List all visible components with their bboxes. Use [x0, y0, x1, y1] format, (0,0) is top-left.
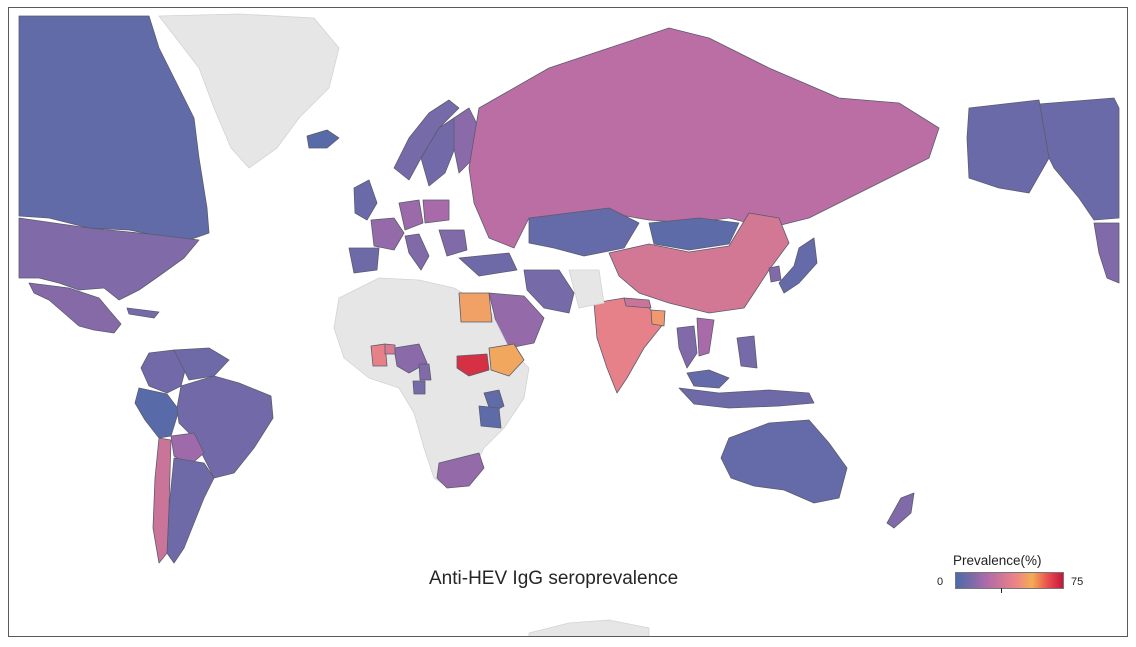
legend-max-label: 75	[1071, 576, 1084, 588]
region-bolivia[interactable]	[170, 432, 205, 467]
region-thailand[interactable]	[676, 325, 698, 369]
region-mongolia[interactable]	[648, 217, 740, 251]
region-argentina[interactable]	[166, 457, 215, 564]
region-spain[interactable]	[348, 247, 380, 274]
region-alaska-west[interactable]	[966, 99, 1050, 194]
region-indonesia[interactable]	[678, 387, 815, 409]
region-russia[interactable]	[468, 27, 940, 249]
legend-title: Prevalence(%)	[953, 553, 1042, 568]
region-greenland	[158, 13, 340, 169]
legend-tick	[1001, 588, 1002, 593]
region-gabon[interactable]	[412, 380, 426, 395]
region-south-korea[interactable]	[768, 265, 782, 283]
region-poland[interactable]	[422, 199, 450, 224]
region-tanzania[interactable]	[478, 405, 502, 429]
region-iceland[interactable]	[306, 129, 340, 149]
region-norway[interactable]	[393, 99, 460, 181]
region-bangladesh[interactable]	[650, 309, 666, 327]
region-germany[interactable]	[398, 199, 424, 231]
region-malaysia[interactable]	[686, 369, 730, 389]
region-south-africa[interactable]	[436, 452, 485, 489]
legend-color-bar	[955, 572, 1064, 589]
region-canada[interactable]	[18, 15, 210, 241]
region-nepal[interactable]	[623, 297, 652, 309]
region-burkina-faso[interactable]	[384, 343, 396, 355]
region-venezuela[interactable]	[173, 347, 230, 381]
region-peru[interactable]	[134, 387, 180, 439]
region-new-zealand[interactable]	[886, 492, 915, 529]
region-iran[interactable]	[523, 269, 575, 314]
region-japan[interactable]	[778, 237, 818, 294]
region-antarctica	[528, 619, 650, 636]
map-frame: Anti-HEV IgG seroprevalence Prevalence(%…	[8, 7, 1128, 637]
legend-min-label: 0	[937, 576, 944, 588]
region-united-states[interactable]	[18, 217, 200, 301]
region-chile[interactable]	[152, 437, 172, 564]
region-france[interactable]	[370, 217, 405, 251]
region-vietnam[interactable]	[696, 317, 715, 357]
region-ethiopia[interactable]	[488, 343, 525, 377]
region-alaska[interactable]	[1038, 97, 1120, 221]
region-brazil[interactable]	[176, 375, 274, 479]
region-egypt[interactable]	[458, 292, 493, 323]
region-turkey[interactable]	[458, 252, 518, 277]
region-mexico[interactable]	[28, 282, 122, 334]
region-italy[interactable]	[404, 233, 430, 271]
region-united-states-west-edge[interactable]	[1093, 222, 1120, 284]
region-kazakhstan[interactable]	[528, 207, 640, 257]
world-map	[18, 13, 1120, 636]
region-south-sudan[interactable]	[456, 353, 490, 377]
region-ghana[interactable]	[370, 343, 388, 367]
region-united-kingdom[interactable]	[353, 179, 378, 221]
region-greece[interactable]	[438, 229, 468, 257]
map-title: Anti-HEV IgG seroprevalence	[429, 568, 679, 589]
region-philippines[interactable]	[736, 335, 758, 369]
region-middle-east-other	[568, 269, 605, 309]
region-cuba[interactable]	[126, 307, 160, 319]
region-cameroon[interactable]	[418, 363, 432, 381]
region-australia[interactable]	[720, 419, 848, 504]
